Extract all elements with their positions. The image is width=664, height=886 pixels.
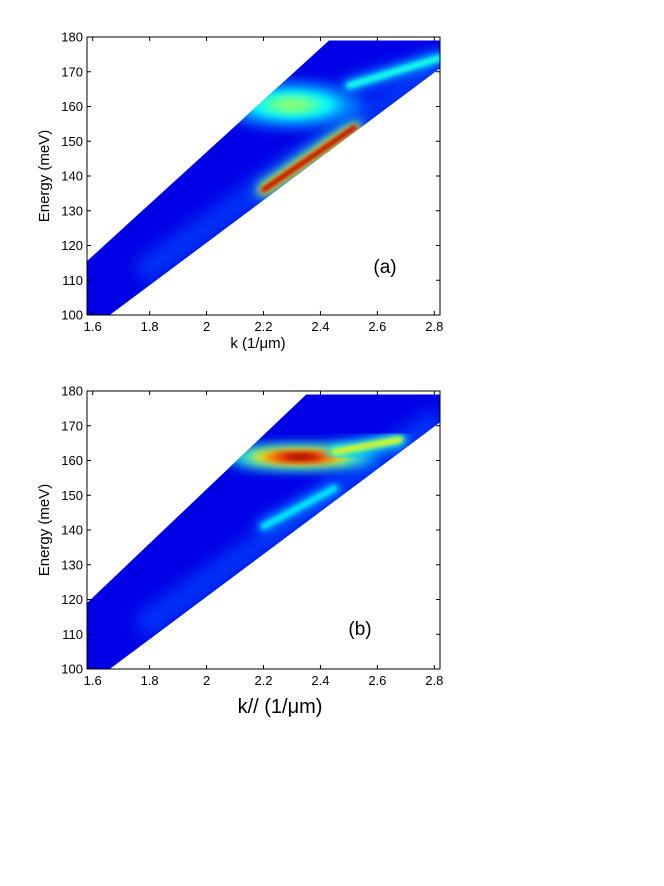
y-tick-label-b: 100 <box>61 662 83 677</box>
y-tick-label-b: 170 <box>61 418 83 433</box>
x-tick-label-b: 2.6 <box>368 673 386 688</box>
y-tick-label-a: 140 <box>61 169 83 184</box>
y-tick-label-a: 130 <box>61 203 83 218</box>
y-tick-label-b: 150 <box>61 488 83 503</box>
x-axis-label-a: k (1/μm) <box>230 335 285 352</box>
x-tick-label-b: 2.4 <box>311 673 329 688</box>
y-axis-b: 100 110 120 130 140 150 160 170 180 <box>61 384 440 677</box>
x-tick-label-a: 2 <box>203 319 210 334</box>
panel-label-a: (a) <box>373 257 396 278</box>
y-tick-label-b: 110 <box>62 627 83 642</box>
y-tick-label-b: 130 <box>61 557 83 572</box>
y-tick-label-b: 140 <box>61 523 83 538</box>
y-tick-label-a: 110 <box>62 273 83 288</box>
x-tick-label-b: 1.8 <box>141 673 159 688</box>
y-axis-label-b: Energy (meV) <box>36 484 53 577</box>
x-tick-label-a: 1.6 <box>84 319 102 334</box>
x-axis-label-b: k// (1/μm) <box>238 696 323 718</box>
x-axis-a: 1.6 1.8 2 2.2 2.4 2.6 2.8 <box>84 37 443 334</box>
y-tick-label-a: 170 <box>61 64 83 79</box>
y-tick-label-a: 100 <box>61 308 83 323</box>
x-tick-label-b: 2.8 <box>425 673 443 688</box>
y-tick-label-a: 180 <box>61 30 83 45</box>
y-axis-label-a: Energy (meV) <box>36 130 53 223</box>
x-tick-label-a: 2.8 <box>425 319 443 334</box>
feature-b-2 <box>256 481 342 534</box>
panel-label-b: (b) <box>348 619 371 640</box>
y-tick-label-a: 160 <box>61 99 83 114</box>
x-tick-label-b: 2.2 <box>254 673 272 688</box>
x-tick-label-a: 1.8 <box>141 319 159 334</box>
panel-b: 1.6 1.8 2 2.2 2.4 2.6 2.8 100 110 120 130 140 150 16… <box>36 384 443 719</box>
y-tick-label-a: 120 <box>61 238 83 253</box>
x-tick-label-b: 2 <box>203 673 210 688</box>
y-tick-label-b: 120 <box>61 592 83 607</box>
x-tick-label-b: 1.6 <box>84 673 102 688</box>
y-tick-label-b: 180 <box>61 384 83 399</box>
feature-b-1 <box>327 432 408 459</box>
x-axis-b: 1.6 1.8 2 2.2 2.4 2.6 2.8 <box>84 391 443 688</box>
y-tick-label-b: 160 <box>61 453 83 468</box>
y-tick-label-a: 150 <box>61 134 83 149</box>
x-tick-label-a: 2.4 <box>311 319 329 334</box>
x-tick-label-a: 2.6 <box>368 319 386 334</box>
y-axis-a: 100 110 120 130 140 150 160 170 180 <box>61 30 440 323</box>
feature-a-2 <box>341 50 440 93</box>
panel-a: 1.6 1.8 2 2.2 2.4 2.6 2.8 100 110 120 130 140 150 16… <box>36 30 443 353</box>
heatmap-b <box>87 394 440 669</box>
glow-band-b <box>132 407 440 640</box>
x-tick-label-a: 2.2 <box>254 319 272 334</box>
feature-a-0 <box>256 120 362 197</box>
